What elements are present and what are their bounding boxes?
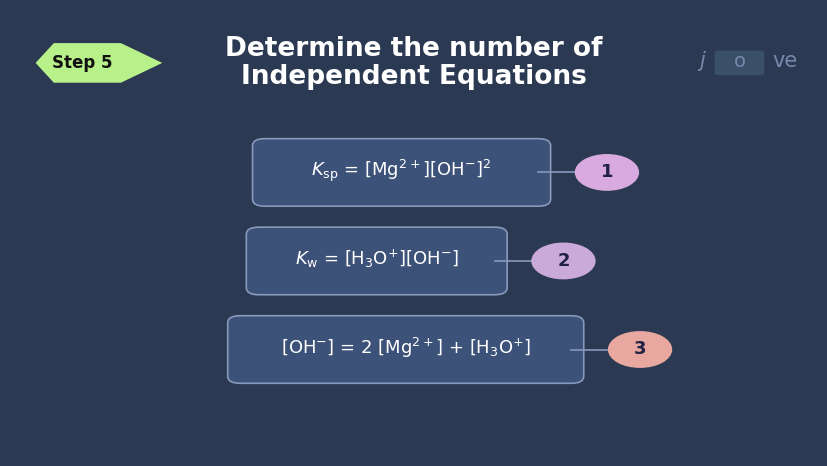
Polygon shape: [36, 43, 162, 83]
Text: Step 5: Step 5: [51, 54, 112, 72]
Text: j: j: [699, 51, 705, 70]
Text: ve: ve: [772, 51, 796, 70]
Circle shape: [575, 155, 638, 190]
Text: Independent Equations: Independent Equations: [241, 64, 586, 90]
Text: 2: 2: [557, 252, 569, 270]
Text: $\mathit{K}_{\mathrm{sp}}$ = [Mg$^{2+}$][OH$^{-}$]$^{2}$: $\mathit{K}_{\mathrm{sp}}$ = [Mg$^{2+}$]…: [311, 158, 491, 184]
FancyBboxPatch shape: [714, 51, 763, 75]
FancyBboxPatch shape: [246, 227, 506, 295]
Text: 3: 3: [633, 341, 646, 358]
Circle shape: [608, 332, 671, 367]
Text: Determine the number of: Determine the number of: [225, 36, 602, 62]
Text: $\mathit{K}_{\mathrm{w}}$ = [H$_{3}$O$^{+}$][OH$^{-}$]: $\mathit{K}_{\mathrm{w}}$ = [H$_{3}$O$^{…: [294, 248, 458, 270]
Text: o: o: [733, 52, 744, 70]
FancyBboxPatch shape: [252, 139, 550, 206]
FancyBboxPatch shape: [227, 316, 583, 383]
Text: [OH$^{-}$] = 2 [Mg$^{2+}$] + [H$_{3}$O$^{+}$]: [OH$^{-}$] = 2 [Mg$^{2+}$] + [H$_{3}$O$^…: [280, 336, 530, 360]
Circle shape: [532, 243, 595, 279]
Text: 1: 1: [600, 164, 613, 181]
